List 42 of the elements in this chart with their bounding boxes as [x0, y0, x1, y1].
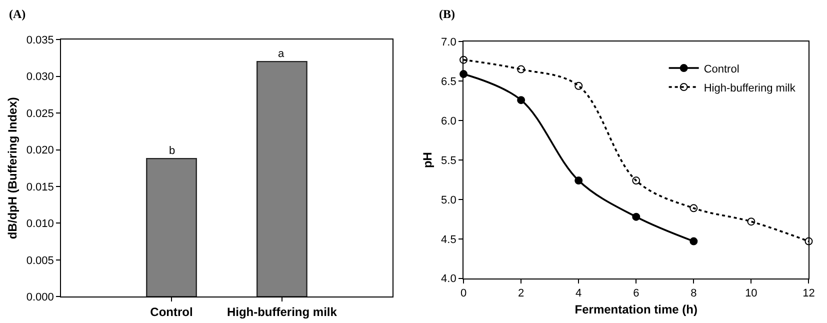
y-tick-label: 0.030: [26, 71, 54, 84]
annotation: b: [169, 145, 176, 157]
y-tick-label: 7.0: [441, 36, 456, 49]
point: [460, 56, 468, 64]
annotation: a: [278, 48, 285, 60]
x-axis-title: Fermentation time (h): [574, 302, 698, 316]
y-tick-label: 0.020: [26, 144, 54, 157]
y-tick-label: 6.0: [441, 115, 456, 128]
chart-title: (B): [439, 7, 455, 21]
y-tick-label: 5.0: [441, 194, 456, 206]
point: [804, 237, 813, 246]
y-tick-label: 0.000: [26, 292, 54, 304]
x-tick-label: 6: [633, 288, 640, 300]
y-axis-title: dB/dpH (Buffering Index): [6, 97, 20, 240]
x-tick-label: 4: [576, 288, 582, 300]
x-tick-label: 0: [460, 288, 467, 300]
point: [517, 65, 526, 74]
point: [690, 237, 698, 246]
x-tick-label: 2: [518, 288, 524, 300]
point: [574, 176, 583, 185]
point: [690, 204, 698, 212]
y-tick-label: 0.010: [26, 218, 54, 230]
chart-title: (A): [9, 7, 26, 21]
y-tick-label: 0.005: [26, 254, 54, 267]
y-tick-label: 4.5: [441, 234, 456, 246]
point: [632, 212, 640, 221]
x-tick-label: 12: [802, 288, 815, 300]
point: [747, 218, 756, 226]
y-axis-title: pH: [420, 152, 434, 168]
legend-label: Control: [704, 63, 740, 76]
y-tick-label: 0.035: [26, 34, 54, 46]
point: [574, 82, 583, 90]
x-tick-label: 10: [745, 288, 758, 300]
legend-label: High-buffering milk: [704, 82, 796, 94]
y-tick-label: 5.5: [441, 154, 456, 167]
point: [517, 96, 526, 104]
y-tick-label: 0.015: [26, 181, 54, 194]
point: [632, 176, 640, 185]
y-tick-label: 6.5: [441, 76, 456, 88]
y-tick-label: 4.0: [441, 273, 456, 286]
x-tick-label: 8: [690, 288, 697, 300]
y-tick-label: 0.025: [26, 108, 54, 120]
